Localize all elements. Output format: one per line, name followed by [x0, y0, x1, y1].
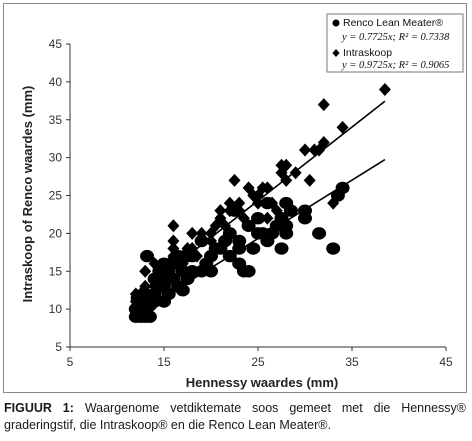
- data-point-intraskoop: [336, 120, 349, 134]
- data-point-intraskoop: [186, 226, 199, 240]
- data-point-renco: [175, 283, 190, 297]
- caption-text: Waargenome vetdiktemate soos gemeet met …: [4, 401, 466, 432]
- axes: 5 10 15 20 25 30 35 40 45 5 15 25 35 45: [49, 37, 453, 369]
- data-point-intraskoop: [139, 295, 152, 309]
- data-point-renco: [298, 204, 312, 217]
- x-tick-label: 45: [439, 355, 453, 369]
- legend-diamond-marker: [332, 49, 340, 57]
- data-point-intraskoop: [261, 211, 274, 225]
- x-tick-label: 25: [251, 355, 265, 369]
- data-point-intraskoop: [190, 249, 203, 263]
- data-point-intraskoop: [162, 257, 175, 271]
- data-point-intraskoop: [280, 173, 293, 187]
- data-point-intraskoop: [148, 279, 161, 293]
- legend-series-1-equation: y = 0.7725x; R² = 0.7338: [341, 32, 450, 43]
- scatter-chart: 5 10 15 20 25 30 35 40 45 5 15 25 35 45 Hennessy waar…: [20, 13, 464, 390]
- y-tick-label: 25: [49, 189, 63, 203]
- data-point-intraskoop: [167, 249, 180, 263]
- data-point-intraskoop: [252, 196, 264, 210]
- caption-label: FIGUUR 1:: [4, 401, 74, 415]
- data-point-renco: [161, 287, 176, 301]
- data-point-intraskoop: [195, 226, 208, 240]
- data-point-intraskoop: [195, 234, 208, 248]
- data-point-renco: [140, 249, 155, 263]
- legend-series-1-name: Renco Lean Meater®: [343, 17, 443, 29]
- data-point-intraskoop: [378, 82, 391, 96]
- data-point-intraskoop: [317, 98, 330, 112]
- data-point-intraskoop: [303, 173, 316, 187]
- data-point-intraskoop: [327, 196, 340, 210]
- data-point-intraskoop: [139, 264, 152, 278]
- data-point-intraskoop: [158, 272, 170, 286]
- data-point-intraskoop: [242, 219, 255, 233]
- data-point-intraskoop: [228, 173, 241, 187]
- data-point-renco: [335, 181, 350, 195]
- y-tick-label: 30: [49, 151, 63, 165]
- data-point-intraskoop: [139, 279, 152, 293]
- x-tick-label: 5: [67, 355, 74, 369]
- data-point-renco: [279, 227, 294, 240]
- y-tick-label: 35: [49, 113, 63, 127]
- y-tick-label: 5: [55, 340, 62, 354]
- data-point-renco: [204, 265, 218, 278]
- x-tick-label: 15: [157, 355, 171, 369]
- data-point-intraskoop: [289, 166, 302, 180]
- legend: Renco Lean Meater® y = 0.7725x; R² = 0.7…: [326, 13, 464, 73]
- data-point-intraskoop: [223, 204, 236, 218]
- data-point-intraskoop: [214, 204, 227, 218]
- data-point-intraskoop: [313, 143, 326, 157]
- data-point-intraskoop: [223, 196, 236, 210]
- data-point-intraskoop: [205, 234, 217, 248]
- data-points: [128, 82, 391, 323]
- data-point-renco: [246, 242, 261, 255]
- data-point-renco: [274, 242, 289, 255]
- data-point-renco: [326, 242, 341, 255]
- legend-circle-marker: [332, 19, 340, 27]
- data-point-renco: [241, 265, 256, 278]
- y-tick-label: 45: [49, 37, 63, 51]
- data-point-intraskoop: [233, 196, 246, 210]
- legend-series-2-name: Intraskoop: [343, 47, 392, 59]
- figure-frame: 5 10 15 20 25 30 35 40 45 5 15 25 35 45 Hennessy waar…: [3, 3, 467, 393]
- legend-series-2-equation: y = 0.9725x; R² = 0.9065: [341, 60, 449, 71]
- y-tick-label: 40: [49, 75, 63, 89]
- data-point-renco: [222, 249, 237, 263]
- data-point-renco: [279, 196, 294, 210]
- data-point-renco: [312, 227, 327, 240]
- y-tick-label: 15: [49, 264, 63, 278]
- x-tick-label: 35: [345, 355, 359, 369]
- data-point-intraskoop: [270, 204, 283, 218]
- data-point-renco: [232, 234, 247, 248]
- data-point-intraskoop: [176, 257, 189, 271]
- data-point-intraskoop: [167, 242, 180, 256]
- figure-caption: FIGUUR 1: Waargenome vetdiktemate soos g…: [4, 400, 466, 434]
- data-point-intraskoop: [148, 272, 161, 286]
- data-point-intraskoop: [261, 181, 274, 195]
- data-point-intraskoop: [167, 219, 180, 233]
- legend-box: [326, 13, 464, 73]
- data-point-intraskoop: [280, 158, 293, 172]
- data-point-intraskoop: [223, 226, 236, 240]
- data-point-renco: [251, 212, 265, 225]
- data-point-renco: [142, 310, 157, 323]
- data-point-intraskoop: [148, 257, 161, 271]
- data-point-intraskoop: [167, 234, 180, 248]
- y-tick-label: 20: [49, 226, 63, 240]
- y-axis-title: Intraskoop of Renco waardes (mm): [20, 86, 35, 303]
- data-point-intraskoop: [299, 143, 311, 157]
- x-axis-title: Hennessy waardes (mm): [186, 375, 338, 390]
- y-tick-label: 10: [49, 302, 63, 316]
